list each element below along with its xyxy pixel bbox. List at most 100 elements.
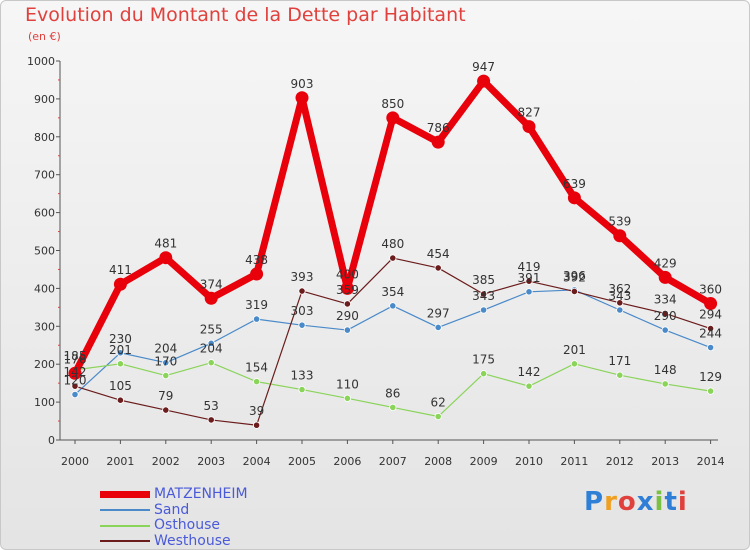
data-label-westhouse-2006: 359 bbox=[336, 283, 359, 297]
legend-label: Osthouse bbox=[154, 517, 221, 534]
data-point-sand-2001 bbox=[116, 349, 125, 357]
data-point-osthouse-2006 bbox=[343, 394, 351, 402]
y-tick-label-0: 0 bbox=[48, 434, 55, 447]
data-label-matzenheim-2014: 360 bbox=[699, 283, 722, 297]
data-label-sand-2001: 230 bbox=[109, 332, 132, 346]
data-label-sand-2009: 343 bbox=[472, 289, 495, 303]
data-label-matzenheim-2013: 429 bbox=[654, 256, 677, 270]
data-point-westhouse-2011 bbox=[570, 287, 579, 296]
logo-letter: x bbox=[636, 487, 655, 517]
data-label-osthouse-2005: 133 bbox=[291, 369, 314, 383]
y-tick-label-100: 100 bbox=[34, 396, 55, 409]
data-point-sand-2006 bbox=[343, 326, 351, 334]
x-tick-label-2000: 2000 bbox=[61, 455, 89, 468]
legend-item-matzenheim: MATZENHEIM bbox=[100, 487, 248, 503]
data-label-sand-2008: 297 bbox=[427, 306, 450, 320]
data-point-osthouse-2014 bbox=[706, 387, 715, 395]
data-label-osthouse-2004: 154 bbox=[245, 361, 268, 375]
x-tick-label-2008: 2008 bbox=[424, 455, 452, 468]
logo-letter: P bbox=[584, 487, 605, 517]
data-label-westhouse-2011: 392 bbox=[563, 270, 586, 284]
data-label-westhouse-2005: 393 bbox=[291, 270, 314, 284]
data-point-matzenheim-2012 bbox=[613, 229, 627, 243]
y-tick-label-400: 400 bbox=[34, 282, 55, 295]
x-tick-label-2004: 2004 bbox=[243, 455, 271, 468]
data-point-matzenheim-2004 bbox=[250, 267, 264, 281]
data-label-osthouse-2012: 171 bbox=[608, 354, 631, 368]
data-label-sand-2005: 303 bbox=[291, 304, 314, 318]
data-label-osthouse-2011: 201 bbox=[563, 343, 586, 357]
data-point-westhouse-2009 bbox=[479, 290, 488, 298]
legend-swatch bbox=[100, 524, 150, 527]
data-label-matzenheim-2012: 539 bbox=[608, 215, 631, 229]
data-point-sand-2002 bbox=[162, 359, 170, 367]
y-tick-label-700: 700 bbox=[34, 169, 55, 182]
data-point-sand-2004 bbox=[253, 315, 261, 323]
data-point-sand-2013 bbox=[661, 326, 669, 334]
data-point-matzenheim-2011 bbox=[567, 191, 581, 205]
data-point-matzenheim-2013 bbox=[658, 270, 672, 284]
data-label-sand-2006: 290 bbox=[336, 309, 359, 323]
logo-letter: o bbox=[617, 487, 637, 517]
data-point-westhouse-2004 bbox=[253, 421, 261, 429]
data-point-westhouse-2002 bbox=[162, 406, 170, 414]
data-point-sand-2008 bbox=[434, 323, 442, 332]
data-label-matzenheim-2005: 903 bbox=[291, 77, 314, 91]
data-label-matzenheim-2007: 850 bbox=[381, 97, 404, 111]
data-point-matzenheim-2000 bbox=[68, 366, 82, 380]
data-point-matzenheim-2007 bbox=[386, 111, 400, 125]
legend-label: Westhouse bbox=[154, 532, 231, 549]
y-tick-label-200: 200 bbox=[34, 358, 55, 371]
data-label-westhouse-2003: 53 bbox=[204, 399, 219, 413]
x-tick-label-2005: 2005 bbox=[288, 455, 316, 468]
x-tick-label-2007: 2007 bbox=[379, 455, 407, 468]
x-tick-label-2010: 2010 bbox=[515, 455, 543, 468]
data-point-osthouse-2012 bbox=[616, 371, 624, 379]
data-point-osthouse-2011 bbox=[570, 360, 579, 368]
y-tick-label-600: 600 bbox=[34, 207, 55, 220]
chart-legend: MATZENHEIM Sand Osthouse Westhouse bbox=[100, 487, 248, 549]
data-point-sand-2005 bbox=[298, 321, 306, 329]
data-label-matzenheim-2008: 786 bbox=[427, 121, 450, 135]
x-tick-label-2002: 2002 bbox=[152, 455, 180, 468]
data-point-westhouse-2013 bbox=[661, 309, 669, 318]
chart-title: Evolution du Montant de la Dette par Hab… bbox=[25, 4, 466, 26]
data-label-osthouse-2000: 185 bbox=[64, 349, 87, 363]
data-label-osthouse-2008: 62 bbox=[431, 396, 446, 410]
data-point-matzenheim-2001 bbox=[113, 277, 127, 291]
data-point-osthouse-2002 bbox=[162, 371, 170, 380]
logo-letter: i bbox=[654, 487, 665, 517]
data-point-sand-2010 bbox=[525, 288, 533, 296]
data-label-sand-2014: 244 bbox=[699, 327, 722, 341]
data-point-sand-2012 bbox=[616, 306, 624, 314]
legend-swatch bbox=[100, 509, 150, 512]
logo-letter: r bbox=[604, 487, 618, 517]
x-tick-label-2003: 2003 bbox=[197, 455, 225, 468]
data-label-sand-2004: 319 bbox=[245, 298, 268, 312]
y-tick-label-900: 900 bbox=[34, 93, 55, 106]
data-label-osthouse-2013: 148 bbox=[654, 363, 677, 377]
data-label-westhouse-2007: 480 bbox=[381, 237, 404, 251]
data-label-osthouse-2009: 175 bbox=[472, 353, 495, 367]
x-tick-label-2001: 2001 bbox=[106, 455, 134, 468]
data-label-westhouse-2001: 105 bbox=[109, 379, 132, 393]
data-point-osthouse-2013 bbox=[661, 380, 669, 388]
data-label-matzenheim-2011: 639 bbox=[563, 177, 586, 191]
data-point-westhouse-2000 bbox=[71, 382, 79, 390]
data-label-westhouse-2004: 39 bbox=[249, 404, 264, 418]
data-label-matzenheim-2010: 827 bbox=[518, 106, 541, 120]
data-label-westhouse-2013: 334 bbox=[654, 292, 677, 306]
data-point-sand-2007 bbox=[389, 302, 397, 310]
logo-letter: t bbox=[664, 487, 678, 517]
data-label-matzenheim-2000: 176 bbox=[64, 352, 87, 366]
data-label-westhouse-2000: 142 bbox=[64, 365, 87, 379]
y-tick-label-300: 300 bbox=[34, 320, 55, 333]
legend-item-westhouse: Westhouse bbox=[100, 532, 248, 550]
data-label-osthouse-2010: 142 bbox=[518, 365, 541, 379]
data-label-osthouse-2006: 110 bbox=[336, 377, 359, 391]
data-label-osthouse-2003: 204 bbox=[200, 342, 223, 356]
data-label-matzenheim-2001: 411 bbox=[109, 263, 132, 277]
data-label-westhouse-2009: 385 bbox=[472, 273, 495, 287]
data-point-matzenheim-2006 bbox=[340, 281, 354, 295]
data-label-matzenheim-2002: 481 bbox=[154, 237, 177, 251]
